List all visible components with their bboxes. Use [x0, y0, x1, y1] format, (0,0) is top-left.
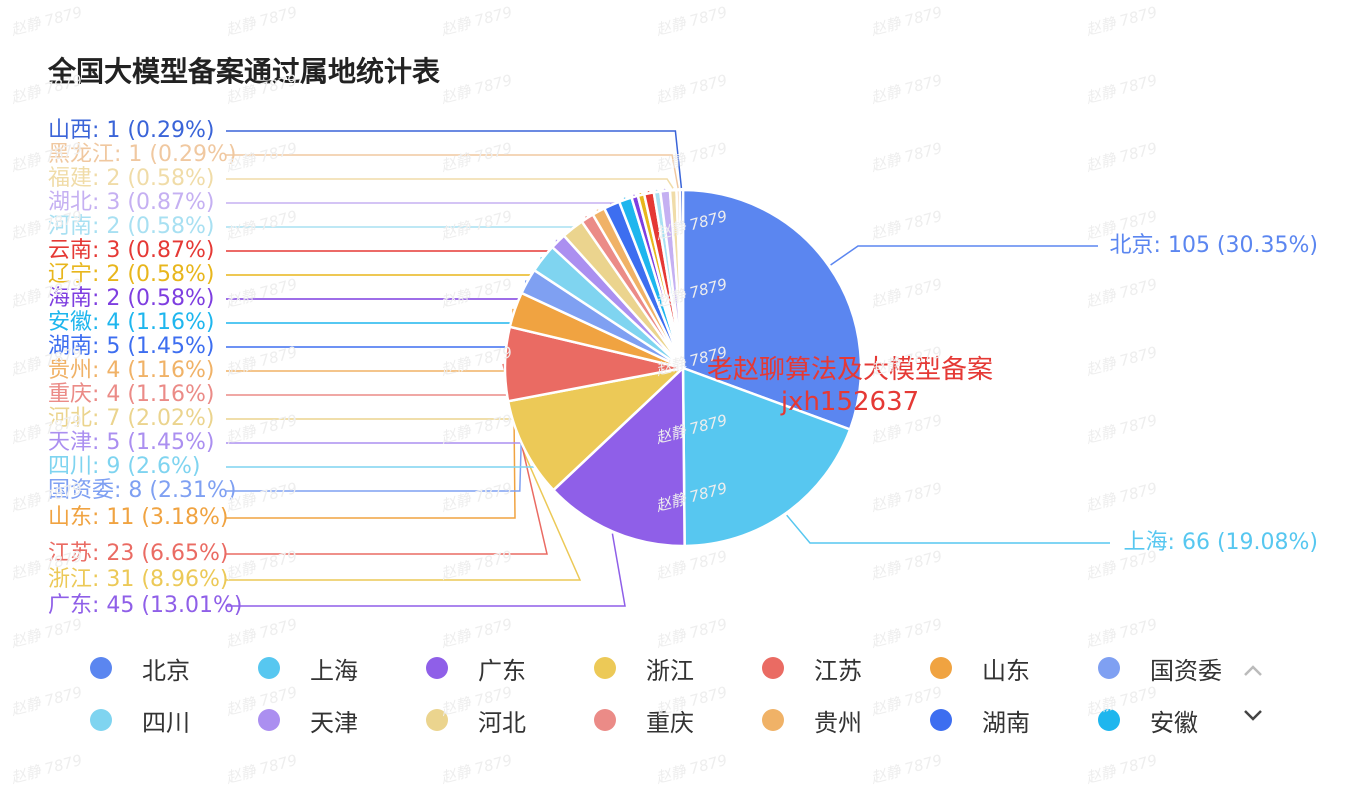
slice-label: 辽宁: 2 (0.58%) [48, 262, 214, 287]
legend-color-dot [762, 657, 784, 679]
legend-page-down-button[interactable] [1238, 700, 1268, 730]
leader-line [226, 533, 626, 607]
slice-label: 上海: 66 (19.08%) [1124, 530, 1318, 555]
leader-line [226, 154, 679, 189]
chevron-down-icon [1244, 710, 1262, 721]
watermark-text: 赵静 7879 [1084, 750, 1160, 788]
legend-item[interactable]: 山东 [930, 648, 1030, 688]
watermark-text: 赵静 7879 [654, 750, 730, 788]
legend-item[interactable]: 河北 [426, 700, 526, 740]
slice-label: 安徽: 4 (1.16%) [48, 310, 214, 335]
leader-line [226, 280, 527, 492]
legend-color-dot [594, 657, 616, 679]
leader-line [226, 449, 582, 581]
watermark-text: 赵静 7879 [869, 750, 945, 788]
legend-label: 四川 [142, 708, 190, 737]
watermark-text: 赵静 7879 [9, 682, 85, 720]
legend-label: 天津 [310, 708, 358, 737]
slice-label: 天津: 5 (1.45%) [48, 430, 214, 455]
pie-slice[interactable] [678, 188, 685, 369]
leader-line [786, 514, 1110, 544]
leader-line [226, 308, 516, 519]
legend-item[interactable]: 天津 [258, 700, 358, 740]
slice-label: 湖南: 5 (1.45%) [48, 334, 214, 359]
leader-line [226, 130, 683, 189]
legend-color-dot [258, 709, 280, 731]
legend-label: 安徽 [1150, 708, 1198, 737]
legend-item[interactable]: 湖南 [930, 700, 1030, 740]
slice-label: 浙江: 31 (8.96%) [48, 567, 228, 592]
pie-slices [503, 188, 863, 548]
pie-slice[interactable] [551, 365, 686, 548]
legend-color-dot [258, 657, 280, 679]
legend-item[interactable]: 四川 [90, 700, 190, 740]
leader-line [830, 245, 1098, 266]
chevron-up-icon [1244, 665, 1262, 676]
slice-label: 福建: 2 (0.58%) [48, 166, 214, 191]
legend-label: 国资委 [1150, 656, 1222, 685]
leader-line [226, 188, 666, 204]
legend-color-dot [1098, 709, 1120, 731]
legend-label: 上海 [310, 656, 358, 685]
legend-label: 河北 [478, 708, 526, 737]
legend-label: 山东 [982, 656, 1030, 685]
legend-color-dot [762, 709, 784, 731]
slice-label: 山东: 11 (3.18%) [48, 505, 228, 530]
legend-item[interactable]: 北京 [90, 648, 190, 688]
slice-label: 重庆: 4 (1.16%) [48, 382, 214, 407]
slice-label: 北京: 105 (30.35%) [1110, 233, 1318, 258]
legend-item[interactable]: 安徽 [1098, 700, 1198, 740]
slice-label: 黑龙江: 1 (0.29%) [48, 142, 236, 167]
slice-label: 河北: 7 (2.02%) [48, 406, 214, 431]
watermark-text: 赵静 7879 [224, 750, 300, 788]
legend-color-dot [90, 657, 112, 679]
slice-label: 贵州: 4 (1.16%) [48, 358, 214, 383]
legend-color-dot [930, 657, 952, 679]
pie-slice[interactable] [681, 188, 863, 432]
legend-color-dot [90, 709, 112, 731]
legend-item[interactable]: 广东 [426, 648, 526, 688]
pie-slice[interactable] [506, 365, 687, 492]
legend-item[interactable]: 贵州 [762, 700, 862, 740]
slice-label: 江苏: 23 (6.65%) [48, 541, 228, 566]
legend-item[interactable]: 浙江 [594, 648, 694, 688]
legend-color-dot [594, 709, 616, 731]
slice-label: 河南: 2 (0.58%) [48, 214, 214, 239]
legend-color-dot [426, 709, 448, 731]
slice-label: 海南: 2 (0.58%) [48, 286, 214, 311]
legend-color-dot [1098, 657, 1120, 679]
slice-labels: 北京: 105 (30.35%) 上海: 66 (19.08%) 广东: 45 (1… [48, 118, 1318, 618]
slice-label: 云南: 3 (0.87%) [48, 238, 214, 263]
legend-label: 湖南 [982, 708, 1030, 737]
pie-chart: 北京: 105 (30.35%) 上海: 66 (19.08%) 广东: 45 (1… [48, 118, 1318, 618]
legend-label: 广东 [478, 656, 526, 685]
legend-page-up-button[interactable] [1238, 656, 1268, 686]
slice-label: 广东: 45 (13.01%) [48, 593, 242, 618]
legend-label: 江苏 [814, 656, 862, 685]
legend-label: 北京 [142, 656, 190, 685]
legend-color-dot [930, 709, 952, 731]
legend-item[interactable]: 上海 [258, 648, 358, 688]
legend-label: 重庆 [646, 708, 694, 737]
legend-item[interactable]: 重庆 [594, 700, 694, 740]
leader-line [226, 363, 548, 555]
legend-item[interactable]: 江苏 [762, 648, 862, 688]
pie-slice[interactable] [681, 366, 852, 548]
slice-label: 四川: 9 (2.6%) [48, 454, 200, 479]
watermark-text: 赵静 7879 [9, 750, 85, 788]
slice-label: 国资委: 8 (2.31%) [48, 478, 236, 503]
chart-title: 全国大模型备案通过属地统计表 [48, 55, 441, 88]
watermark-text: 赵静 7879 [439, 750, 515, 788]
slice-label: 山西: 1 (0.29%) [48, 118, 214, 143]
legend-label: 贵州 [814, 708, 862, 737]
legend-color-dot [426, 657, 448, 679]
slice-label: 湖北: 3 (0.87%) [48, 190, 214, 215]
leader-line [226, 178, 674, 189]
legend-item[interactable]: 国资委 [1098, 648, 1222, 688]
leader-line [226, 257, 542, 468]
legend-label: 浙江 [646, 656, 694, 685]
